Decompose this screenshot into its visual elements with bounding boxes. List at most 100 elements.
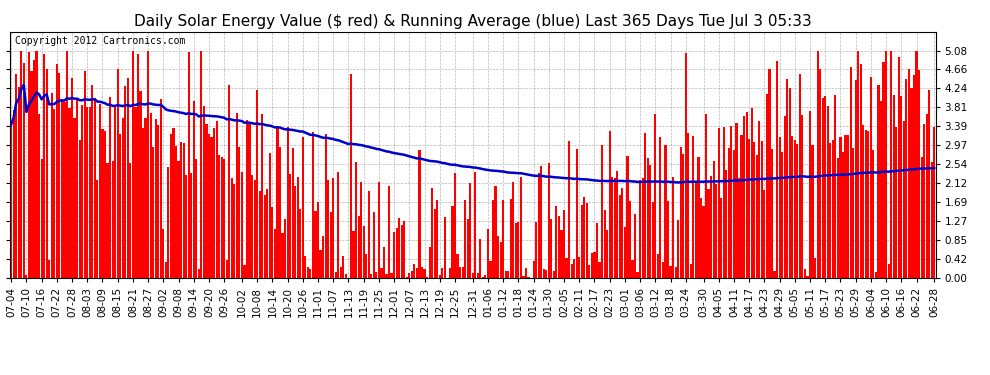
Bar [479,239,481,278]
Bar [760,141,763,278]
Bar [284,219,286,278]
Bar [776,61,778,278]
Bar [649,165,651,278]
Bar [154,118,156,278]
Bar [578,256,580,278]
Bar [20,51,23,278]
Bar [10,124,12,278]
Bar [888,264,890,278]
Bar [538,173,540,278]
Bar [651,202,653,278]
Bar [518,222,520,278]
Bar [175,146,177,278]
Bar [130,162,132,278]
Bar [619,195,621,278]
Bar [439,275,441,278]
Bar [812,145,814,278]
Bar [632,260,634,278]
Bar [882,62,885,278]
Bar [700,198,702,278]
Bar [312,132,314,278]
Bar [109,96,111,278]
Bar [388,186,390,278]
Bar [644,133,646,278]
Bar [266,189,268,278]
Title: Daily Solar Energy Value ($ red) & Running Average (blue) Last 365 Days Tue Jul : Daily Solar Energy Value ($ red) & Runni… [134,14,812,29]
Bar [781,152,783,278]
Bar [268,153,271,278]
Bar [188,53,190,278]
Bar [862,125,864,278]
Bar [926,114,928,278]
Bar [837,158,839,278]
Bar [226,260,228,278]
Bar [859,64,862,278]
Bar [370,274,372,278]
Bar [558,216,560,278]
Bar [38,114,41,278]
Bar [195,159,197,278]
Bar [659,137,661,278]
Bar [814,258,816,278]
Bar [213,128,215,278]
Bar [768,69,770,278]
Bar [41,159,43,278]
Bar [190,173,192,278]
Bar [484,274,486,278]
Bar [535,222,538,278]
Bar [281,233,283,278]
Bar [723,128,725,278]
Bar [601,145,603,278]
Bar [799,74,801,278]
Bar [870,77,872,278]
Bar [251,175,253,278]
Bar [523,276,525,278]
Bar [340,267,342,278]
Bar [53,109,55,278]
Bar [908,69,910,278]
Bar [127,78,129,278]
Bar [360,182,362,278]
Bar [248,122,250,278]
Bar [193,101,195,278]
Bar [832,140,834,278]
Bar [934,127,936,278]
Bar [674,267,677,278]
Bar [786,79,788,278]
Bar [396,228,398,278]
Bar [591,254,593,278]
Bar [563,210,565,278]
Bar [903,121,905,278]
Bar [852,148,854,278]
Bar [373,212,375,278]
Bar [502,200,504,278]
Bar [555,206,557,278]
Bar [76,98,78,278]
Bar [857,51,859,278]
Bar [849,67,851,278]
Bar [593,252,596,278]
Bar [68,108,70,278]
Bar [736,123,738,278]
Bar [142,128,145,278]
Bar [500,242,502,278]
Bar [13,110,15,278]
Bar [383,247,385,278]
Bar [149,112,151,278]
Bar [801,115,804,278]
Bar [211,137,213,278]
Bar [137,54,139,278]
Bar [289,174,291,278]
Bar [180,142,182,278]
Bar [459,267,461,278]
Bar [827,106,829,278]
Bar [552,271,555,278]
Bar [819,69,822,278]
Bar [766,94,768,278]
Bar [385,274,387,278]
Bar [697,157,700,278]
Bar [36,51,38,278]
Bar [656,254,659,278]
Bar [294,186,296,278]
Bar [330,211,332,278]
